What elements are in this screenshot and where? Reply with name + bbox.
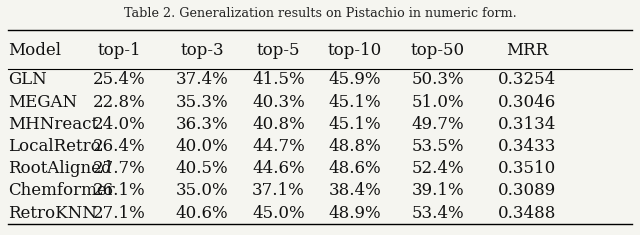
Text: 41.5%: 41.5% <box>252 71 305 88</box>
Text: MRR: MRR <box>506 42 548 59</box>
Text: 45.0%: 45.0% <box>252 205 305 222</box>
Text: 0.3046: 0.3046 <box>498 94 556 111</box>
Text: 40.3%: 40.3% <box>252 94 305 111</box>
Text: 0.3254: 0.3254 <box>498 71 556 88</box>
Text: 48.8%: 48.8% <box>329 138 381 155</box>
Text: 0.3510: 0.3510 <box>498 160 556 177</box>
Text: 49.7%: 49.7% <box>412 116 464 133</box>
Text: 40.6%: 40.6% <box>176 205 228 222</box>
Text: Chemformer: Chemformer <box>8 183 115 200</box>
Text: 22.8%: 22.8% <box>93 94 146 111</box>
Text: 52.4%: 52.4% <box>412 160 464 177</box>
Text: 40.0%: 40.0% <box>176 138 228 155</box>
Text: 40.5%: 40.5% <box>176 160 228 177</box>
Text: 45.1%: 45.1% <box>329 116 381 133</box>
Text: 0.3089: 0.3089 <box>498 183 556 200</box>
Text: top-5: top-5 <box>257 42 300 59</box>
Text: 53.4%: 53.4% <box>412 205 464 222</box>
Text: 45.1%: 45.1% <box>329 94 381 111</box>
Text: 35.0%: 35.0% <box>176 183 228 200</box>
Text: 0.3433: 0.3433 <box>498 138 556 155</box>
Text: 53.5%: 53.5% <box>412 138 464 155</box>
Text: LocalRetro: LocalRetro <box>8 138 100 155</box>
Text: Table 2. Generalization results on Pistachio in numeric form.: Table 2. Generalization results on Pista… <box>124 7 516 20</box>
Text: 38.4%: 38.4% <box>329 183 381 200</box>
Text: 27.7%: 27.7% <box>93 160 146 177</box>
Text: 45.9%: 45.9% <box>329 71 381 88</box>
Text: 44.6%: 44.6% <box>252 160 305 177</box>
Text: 27.1%: 27.1% <box>93 205 146 222</box>
Text: top-3: top-3 <box>180 42 224 59</box>
Text: Model: Model <box>8 42 61 59</box>
Text: 50.3%: 50.3% <box>412 71 464 88</box>
Text: 26.4%: 26.4% <box>93 138 145 155</box>
Text: 39.1%: 39.1% <box>412 183 464 200</box>
Text: MHNreact: MHNreact <box>8 116 98 133</box>
Text: 0.3134: 0.3134 <box>498 116 556 133</box>
Text: MEGAN: MEGAN <box>8 94 77 111</box>
Text: 26.1%: 26.1% <box>93 183 145 200</box>
Text: 35.3%: 35.3% <box>176 94 228 111</box>
Text: 25.4%: 25.4% <box>93 71 145 88</box>
Text: 48.6%: 48.6% <box>329 160 381 177</box>
Text: top-1: top-1 <box>97 42 141 59</box>
Text: 51.0%: 51.0% <box>412 94 464 111</box>
Text: 37.4%: 37.4% <box>176 71 228 88</box>
Text: top-10: top-10 <box>328 42 382 59</box>
Text: 48.9%: 48.9% <box>329 205 381 222</box>
Text: 24.0%: 24.0% <box>93 116 146 133</box>
Text: 37.1%: 37.1% <box>252 183 305 200</box>
Text: GLN: GLN <box>8 71 47 88</box>
Text: top-50: top-50 <box>411 42 465 59</box>
Text: RootAligned: RootAligned <box>8 160 111 177</box>
Text: RetroKNN: RetroKNN <box>8 205 97 222</box>
Text: 0.3488: 0.3488 <box>498 205 556 222</box>
Text: 44.7%: 44.7% <box>252 138 305 155</box>
Text: 40.8%: 40.8% <box>252 116 305 133</box>
Text: 36.3%: 36.3% <box>176 116 228 133</box>
